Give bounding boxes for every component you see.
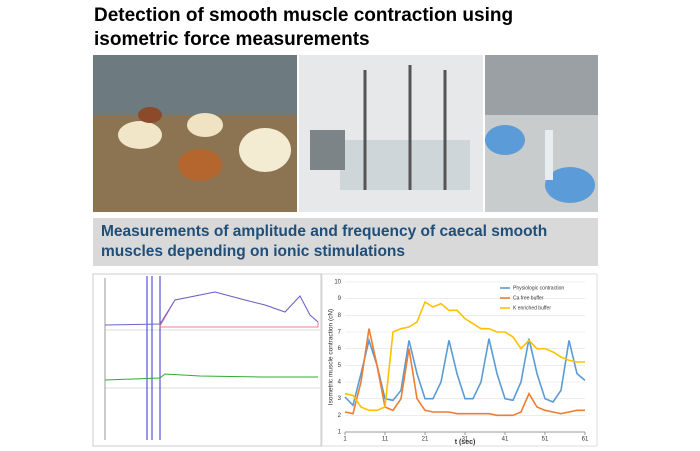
x-axis-label: t (sec) [455,439,476,446]
x-tick-label: 1 [343,437,347,443]
photo-chickens [93,55,297,212]
y-tick-label: 3 [338,396,342,402]
y-tick-label: 5 [338,363,342,369]
title: Detection of smooth muscle contraction u… [94,5,514,50]
x-tick-label: 51 [542,437,549,443]
legend-label: Physiologic contraction [513,285,564,291]
photo-hands [485,55,598,212]
y-tick-label: 9 [338,296,342,302]
banner-text: Measurements of amplitude and frequency … [101,223,548,260]
y-tick-label: 8 [338,313,342,319]
x-tick-label: 31 [462,437,469,443]
line-series [344,300,585,412]
x-tick-label: 21 [422,437,429,443]
y-tick-label: 2 [338,413,342,419]
x-tick-label: 41 [502,437,509,443]
x-tick-label: 61 [582,437,589,443]
y-tick-label: 4 [338,380,342,386]
y-tick-label: 7 [338,330,342,336]
y-axis-label: Isometric muscle contraction (cN) [328,309,335,405]
y-tick-label: 6 [338,346,342,352]
line-series [344,337,586,407]
recording-screenshot [92,273,322,447]
banner: Measurements of amplitude and frequency … [93,218,598,266]
legend-label: Ca free buffer [513,295,544,301]
y-tick-label: 1 [338,430,342,436]
legend-label: K enriched buffer [513,305,551,311]
photo-organ-bath [299,55,483,212]
chart-frame [321,273,598,447]
x-tick-label: 11 [382,437,389,443]
y-tick-label: 10 [334,280,341,286]
